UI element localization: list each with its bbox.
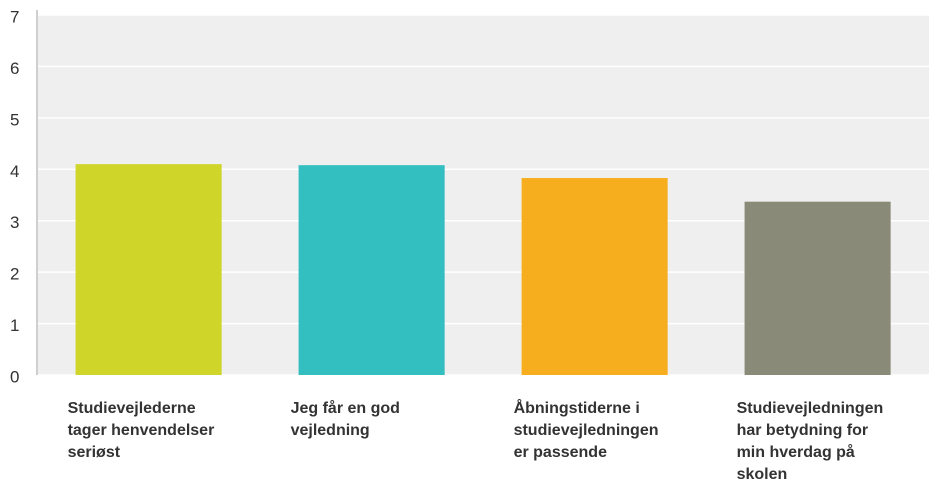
y-tick-label: 5 <box>10 110 19 129</box>
y-tick-label: 7 <box>10 7 19 26</box>
x-tick-label: Studievejledningen har betydning for min… <box>736 400 884 483</box>
x-tick-label: Studievejlederne tager henvendelser seri… <box>67 400 215 461</box>
y-tick-label: 3 <box>10 213 19 232</box>
bar <box>298 165 445 375</box>
y-tick-label: 6 <box>10 59 19 78</box>
bar <box>744 201 891 375</box>
y-tick-label: 1 <box>10 316 19 335</box>
x-tick-label: Jeg får en god vejledning <box>290 400 400 439</box>
x-tick-label: Åbningstiderne i studievejledningen er p… <box>513 400 659 461</box>
y-tick-label: 0 <box>10 367 19 386</box>
y-tick-label: 4 <box>10 162 19 181</box>
y-tick-label: 2 <box>10 265 19 284</box>
bar <box>521 178 668 375</box>
bar <box>75 164 222 375</box>
